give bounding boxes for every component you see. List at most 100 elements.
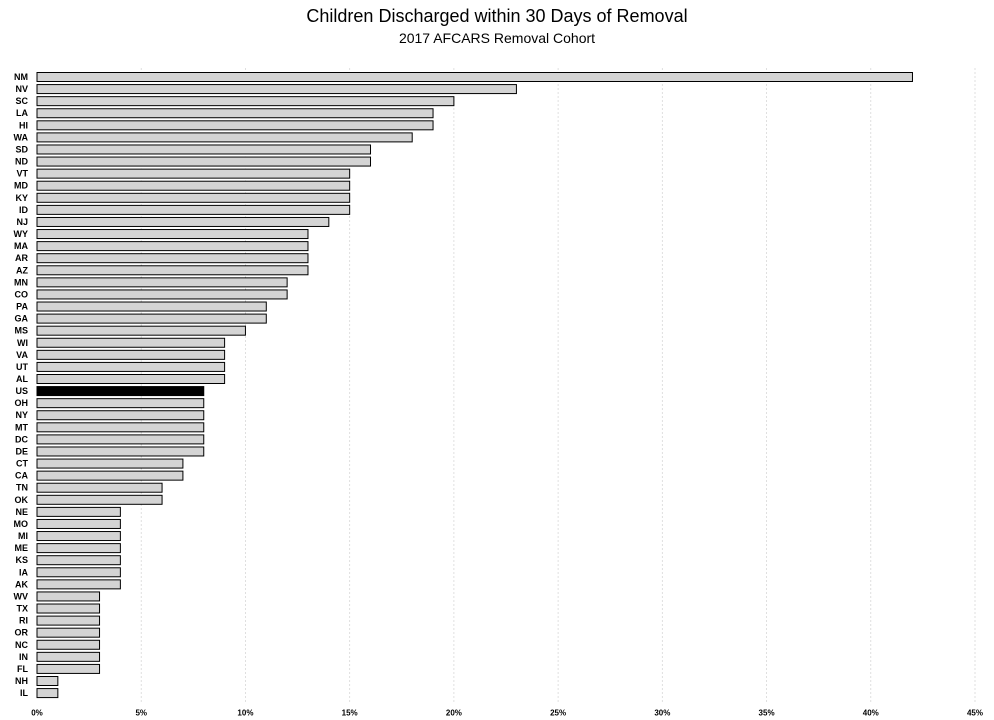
bar — [36, 458, 184, 469]
bar — [36, 144, 372, 155]
category-label: VA — [16, 350, 28, 360]
bar — [36, 579, 121, 590]
bar — [36, 470, 184, 481]
category-label: HI — [19, 120, 28, 130]
bar — [36, 555, 121, 566]
bar — [36, 398, 205, 409]
category-label: SD — [15, 144, 28, 154]
category-label: NE — [15, 507, 28, 517]
category-label: AK — [15, 579, 28, 589]
category-label: FL — [17, 664, 28, 674]
category-label: WI — [17, 338, 28, 348]
category-label: RI — [19, 616, 28, 626]
category-label: NH — [15, 676, 28, 686]
bar — [36, 518, 121, 529]
bar — [36, 229, 309, 240]
chart-subtitle: 2017 AFCARS Removal Cohort — [398, 30, 596, 46]
bar — [36, 627, 101, 638]
category-label: VT — [16, 169, 28, 179]
x-tick-label: 35% — [759, 709, 775, 718]
category-label: MD — [14, 181, 28, 191]
bar — [36, 349, 226, 360]
grid-lines — [140, 68, 976, 702]
bar — [36, 180, 351, 191]
category-label: MN — [14, 277, 28, 287]
bar — [36, 663, 101, 674]
bar — [36, 615, 101, 626]
category-label: CA — [15, 471, 28, 481]
chart-title: Children Discharged within 30 Days of Re… — [306, 6, 688, 26]
category-label: MT — [15, 422, 28, 432]
category-label: IL — [20, 688, 29, 698]
bar — [36, 361, 226, 372]
bar — [36, 603, 101, 614]
bar — [36, 506, 121, 517]
bar — [36, 120, 434, 131]
category-label: WV — [14, 591, 29, 601]
category-label: CT — [16, 459, 28, 469]
category-labels: NM NV SC LA HI WA SD ND VT MD KY ID NJ WY MA AR AZ MN CO PA… — [14, 72, 29, 698]
bar — [36, 72, 913, 82]
category-label: KS — [15, 555, 28, 565]
bar-highlight — [36, 386, 205, 397]
category-label: IN — [19, 652, 28, 662]
bar — [36, 265, 309, 276]
bar — [36, 482, 163, 493]
category-label: ME — [15, 543, 29, 553]
category-label: MO — [14, 519, 29, 529]
bars — [36, 72, 913, 699]
bar — [36, 313, 267, 324]
category-label: NY — [15, 410, 28, 420]
x-tick-label: 30% — [654, 709, 670, 718]
category-label: MS — [15, 326, 29, 336]
bar — [36, 410, 205, 421]
category-label: UT — [16, 362, 28, 372]
bar — [36, 325, 246, 336]
category-label: AR — [15, 253, 28, 263]
bar — [36, 168, 351, 179]
bar — [36, 108, 434, 119]
bar — [36, 156, 372, 167]
bar — [36, 567, 121, 578]
bar — [36, 216, 330, 227]
category-label: TN — [16, 483, 28, 493]
bar — [36, 688, 59, 699]
category-label: DC — [15, 434, 28, 444]
category-label: AL — [16, 374, 28, 384]
x-tick-label: 10% — [237, 709, 253, 718]
category-label: LA — [16, 108, 28, 118]
x-tick-label: 5% — [135, 709, 147, 718]
x-tick-label: 15% — [342, 709, 358, 718]
bar — [36, 676, 59, 686]
category-label: OR — [15, 628, 29, 638]
category-label: NV — [15, 84, 28, 94]
x-tick-label: 40% — [863, 709, 879, 718]
bar — [36, 446, 205, 457]
bar — [36, 494, 163, 505]
category-label: SC — [15, 96, 28, 106]
category-label: OH — [15, 398, 29, 408]
bar — [36, 204, 351, 215]
category-label: MI — [18, 531, 28, 541]
category-label: ND — [15, 157, 28, 167]
category-label: US — [15, 386, 28, 396]
category-label: WA — [14, 132, 29, 142]
category-label: KY — [15, 193, 28, 203]
category-label: IA — [19, 567, 29, 577]
bar — [36, 84, 517, 95]
bar — [36, 96, 455, 107]
bar — [36, 132, 413, 143]
bar — [36, 289, 288, 300]
category-label: GA — [15, 314, 29, 324]
bar — [36, 241, 309, 252]
bar — [36, 531, 121, 542]
category-label: WY — [14, 229, 29, 239]
x-tick-label: 0% — [31, 709, 43, 718]
category-label: OK — [15, 495, 29, 505]
x-tick-label: 25% — [550, 709, 566, 718]
bar — [36, 434, 205, 445]
category-label: AZ — [16, 265, 28, 275]
bar — [36, 192, 351, 203]
category-label: MA — [14, 241, 28, 251]
